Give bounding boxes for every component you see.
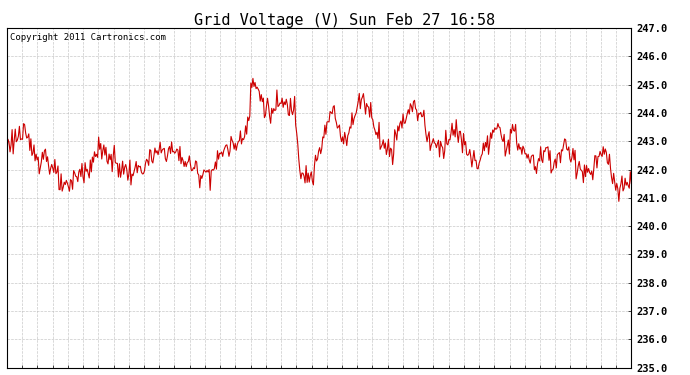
Text: Grid Voltage (V) Sun Feb 27 16:58: Grid Voltage (V) Sun Feb 27 16:58 [195, 13, 495, 28]
Text: Copyright 2011 Cartronics.com: Copyright 2011 Cartronics.com [10, 33, 166, 42]
